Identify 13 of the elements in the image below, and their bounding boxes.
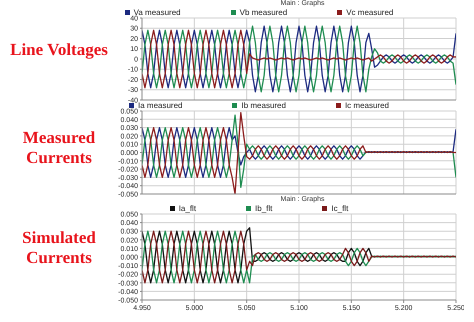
- y-axis-title: Line Voltages: [9, 39, 109, 61]
- y-axis-title: Measured Currents: [22, 127, 96, 169]
- legend-label: Va measured: [134, 8, 181, 17]
- legend-label: Ib_flt: [255, 204, 272, 213]
- legend-label: Ia_flt: [178, 204, 196, 213]
- legend-label: Ic measured: [344, 101, 389, 110]
- line-series: [142, 126, 456, 178]
- y-axis-title: Simulated Currents: [21, 227, 97, 269]
- legend-label: Ib measured: [241, 101, 286, 110]
- legend-label: Vc measured: [346, 8, 394, 17]
- legend-label: Vb measured: [240, 8, 288, 17]
- legend-label: Ia measured: [138, 101, 182, 110]
- legend-label: Ic_flt: [331, 204, 348, 213]
